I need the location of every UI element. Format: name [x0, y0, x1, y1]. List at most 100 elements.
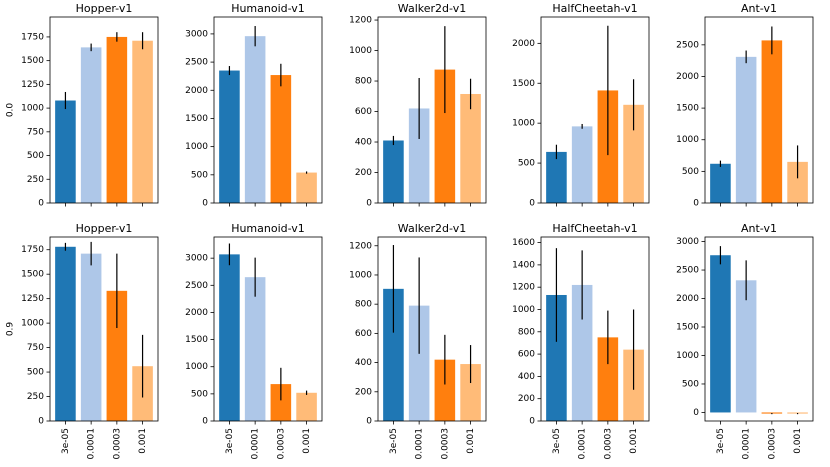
y-tick-label: 250: [27, 392, 44, 402]
chart-title: Walker2d-v1: [398, 2, 466, 15]
plot-frame: [49, 236, 159, 422]
y-tick-label: 1750: [21, 32, 44, 42]
x-tick-label: 0.0001: [742, 428, 752, 460]
bar: [623, 104, 644, 203]
x-tick-label: 0.0003: [112, 428, 122, 460]
bar: [244, 277, 266, 421]
chart-title: HalfCheetah-v1: [552, 2, 637, 15]
y-tick-label: 1250: [21, 294, 44, 304]
x-tick-label: 0.0001: [251, 428, 261, 460]
y-tick-label: 0: [529, 417, 535, 427]
bar: [408, 108, 430, 203]
bar: [735, 56, 757, 203]
y-axis-label: 0.0: [6, 103, 16, 118]
bar: [132, 40, 153, 204]
x-tick-label: 0.0003: [276, 428, 286, 460]
bar: [597, 337, 619, 421]
y-tick-label: 400: [518, 372, 535, 382]
y-tick-label: 1000: [21, 319, 44, 329]
y-tick-label: 750: [27, 343, 44, 353]
y-tick-label: 0: [529, 199, 535, 209]
bar: [710, 255, 731, 413]
y-tick-label: 1600: [512, 238, 535, 248]
bar: [106, 290, 128, 421]
chart-title: Walker2d-v1: [398, 222, 466, 235]
y-tick-label: 400: [355, 358, 372, 368]
y-tick-label: 2000: [512, 39, 535, 49]
y-tick-label: 200: [355, 168, 372, 178]
y-tick-label: 1500: [185, 335, 208, 345]
y-tick-label: 1000: [349, 46, 372, 56]
chart-title: Humanoid-v1: [231, 2, 305, 15]
y-tick-label: 1200: [512, 283, 535, 293]
bar: [106, 36, 128, 203]
y-tick-label: 2000: [185, 308, 208, 318]
x-tick-label: 3e-05: [225, 428, 235, 454]
bar: [735, 280, 757, 413]
y-tick-label: 1000: [349, 270, 372, 280]
x-tick-label: 3e-05: [552, 428, 562, 454]
x-tick-label: 0.001: [138, 428, 148, 454]
y-tick-label: 1000: [676, 351, 699, 361]
chart-title: Hopper-v1: [76, 222, 133, 235]
y-tick-label: 600: [355, 329, 372, 339]
y-tick-label: 500: [682, 379, 699, 389]
y-tick-label: 1000: [185, 362, 208, 372]
bar: [244, 36, 266, 203]
y-tick-label: 200: [355, 387, 372, 397]
bar: [55, 100, 76, 203]
x-tick-label: 0.001: [629, 428, 639, 454]
x-tick-label: 0.001: [302, 428, 312, 454]
plot-frame: [49, 16, 159, 204]
y-tick-label: 1000: [512, 119, 535, 129]
y-tick-label: 1500: [676, 323, 699, 333]
y-tick-label: 0: [693, 408, 699, 418]
y-tick-label: 500: [682, 167, 699, 177]
x-tick-label: 0.0003: [767, 428, 777, 460]
bar: [434, 359, 456, 421]
y-tick-label: 3000: [185, 29, 208, 39]
y-tick-label: 1500: [512, 79, 535, 89]
bar: [80, 47, 102, 204]
chart-title: HalfCheetah-v1: [552, 222, 637, 235]
chart-title: Hopper-v1: [76, 2, 133, 15]
bar: [383, 140, 404, 203]
y-tick-label: 0: [202, 417, 208, 427]
bar: [460, 93, 481, 203]
y-tick-label: 500: [191, 389, 208, 399]
bar: [710, 163, 731, 203]
bar: [460, 364, 481, 421]
y-tick-label: 1500: [21, 270, 44, 280]
x-tick-label: 3e-05: [716, 428, 726, 454]
y-tick-label: 600: [518, 350, 535, 360]
y-tick-label: 0: [38, 417, 44, 427]
plot-frame: [213, 236, 323, 422]
bar: [787, 161, 808, 203]
y-tick-label: 600: [355, 107, 372, 117]
y-tick-label: 2500: [185, 58, 208, 68]
plot-frame: [704, 16, 814, 204]
bar: [546, 294, 567, 421]
x-tick-label: 3e-05: [389, 428, 399, 454]
y-tick-label: 200: [518, 394, 535, 404]
y-tick-label: 750: [27, 127, 44, 137]
x-tick-label: 0.001: [466, 428, 476, 454]
bar: [55, 246, 76, 421]
bar: [546, 151, 567, 203]
chart-title: Humanoid-v1: [231, 222, 305, 235]
y-tick-label: 250: [27, 175, 44, 185]
y-tick-label: 400: [355, 138, 372, 148]
y-tick-label: 3000: [185, 254, 208, 264]
y-tick-label: 2000: [676, 294, 699, 304]
y-tick-label: 1500: [185, 114, 208, 124]
x-tick-label: 0.0003: [440, 428, 450, 460]
y-tick-label: 0: [366, 199, 372, 209]
y-tick-label: 1000: [185, 142, 208, 152]
y-tick-label: 800: [355, 77, 372, 87]
y-tick-label: 2500: [676, 266, 699, 276]
x-tick-label: 0.0001: [87, 428, 97, 460]
bar: [80, 253, 102, 421]
x-tick-label: 3e-05: [61, 428, 71, 454]
chart-title: Ant-v1: [741, 2, 777, 15]
